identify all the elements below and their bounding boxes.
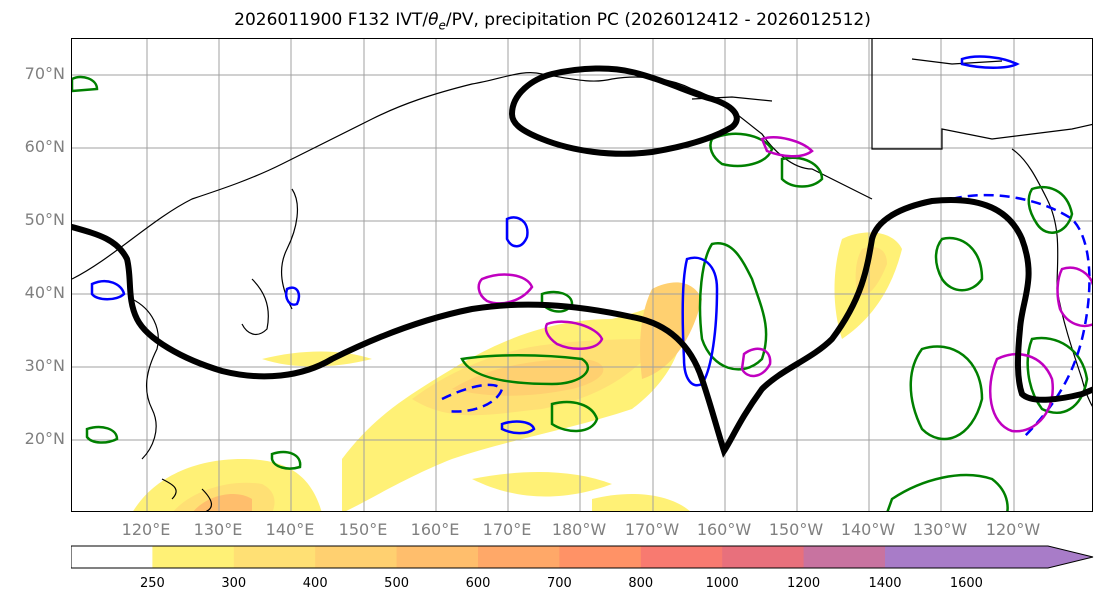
colorbar-tick-label: 600 [465,576,491,591]
lon-label: 160°E [410,520,460,539]
colorbar-tick-label: 400 [302,576,328,591]
lon-label: 150°W [768,520,824,539]
map-panel[interactable] [71,38,1093,512]
lon-label: 140°W [840,520,896,539]
lat-label-50n: 50°N [24,210,65,229]
colorbar-cell [233,546,316,568]
lat-label-40n: 40°N [24,283,65,302]
map-canvas [72,39,1092,511]
theta-e-contours [72,65,1092,458]
lon-label: 180°W [551,520,607,539]
lon-label: 140°E [265,520,315,539]
lon-label: 150°E [338,520,388,539]
lon-label: 170°E [482,520,532,539]
lon-label: 130°E [193,520,243,539]
colorbar-tick-label: 1000 [705,576,739,591]
lon-label: 170°W [624,520,680,539]
colorbar-tick-label: 700 [546,576,572,591]
lat-label-20n: 20°N [24,429,65,448]
lon-label: 120°W [985,520,1041,539]
colorbar-cell [71,546,153,568]
colorbar-cell [478,546,560,568]
colorbar-tick-label: 1600 [949,576,983,591]
graticule [72,39,1092,511]
figure-title: 2026011900 F132 IVT/θe/PV, precipitation… [234,10,871,33]
lon-label: 130°W [912,520,968,539]
colorbar-tick-label: 1400 [868,576,902,591]
colorbar [71,545,1094,569]
lat-label-30n: 30°N [24,356,65,375]
colorbar-cell [640,546,723,568]
colorbar-tick-label: 250 [139,576,165,591]
precip-contours [72,75,1089,511]
colorbar-cell [885,546,1093,568]
colorbar-tick-label: 1200 [787,576,821,591]
colorbar-tick-label: 800 [628,576,654,591]
colorbar-cell [152,546,235,568]
colorbar-tick-label: 500 [384,576,410,591]
colorbar-cell [396,546,479,568]
magenta-contours [477,136,1092,433]
colorbar-cell [559,546,642,568]
colorbar-cell [803,546,886,568]
lat-label-60n: 60°N [24,137,65,156]
lon-label: 120°E [121,520,171,539]
colorbar-tick-label: 300 [221,576,247,591]
colorbar-cell [722,546,805,568]
lat-label-70n: 70°N [24,64,65,83]
lon-label: 160°W [696,520,752,539]
colorbar-cell [315,546,398,568]
